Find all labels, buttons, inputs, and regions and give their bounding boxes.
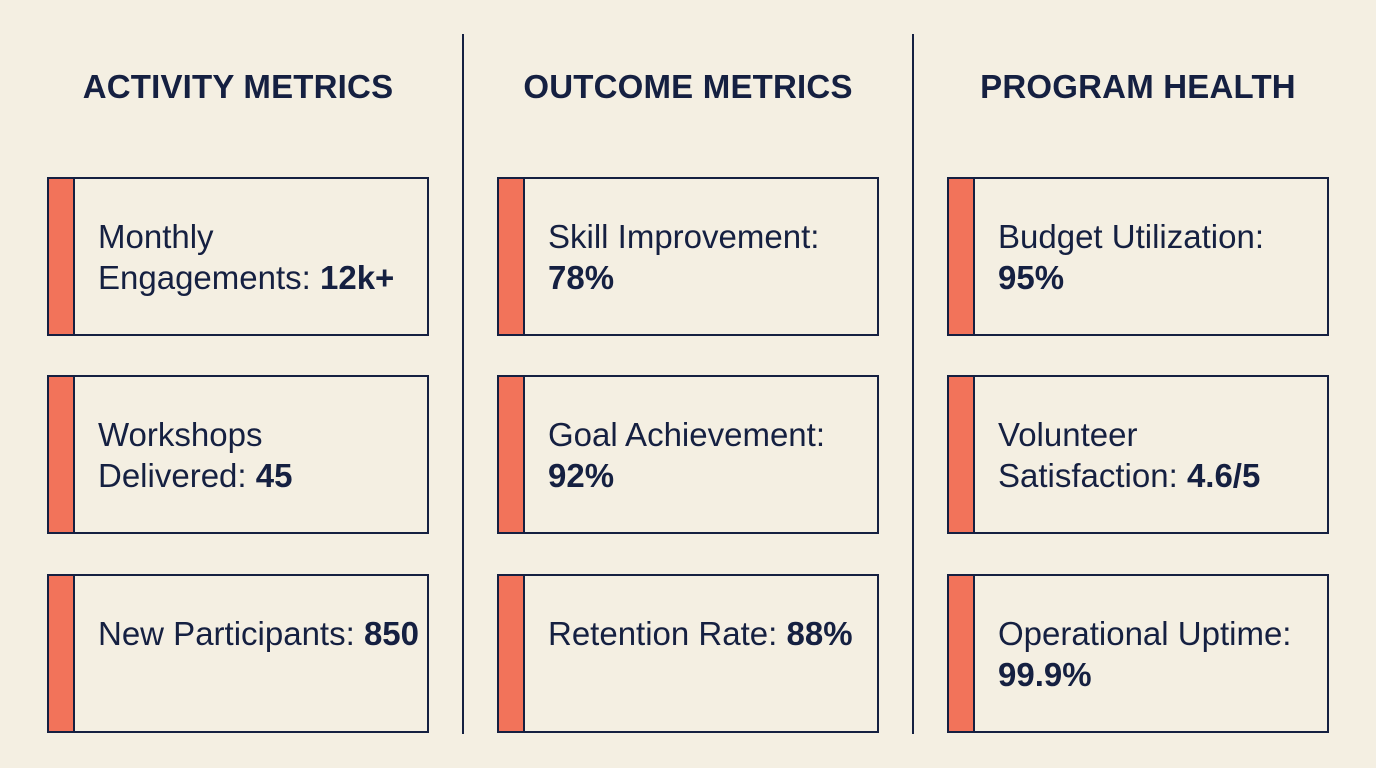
metric-value: 850 xyxy=(363,615,419,652)
metric-card: Operational Uptime: 99.9% xyxy=(947,574,1329,733)
metric-text: Workshops Delivered: 45 xyxy=(98,414,419,496)
metric-text: Retention Rate: 88% xyxy=(548,613,869,654)
metric-text: Monthly Engagements: 12k+ xyxy=(98,216,419,298)
metric-card: New Participants: 850 xyxy=(47,574,429,733)
metric-card: Workshops Delivered: 45 xyxy=(47,375,429,534)
metric-card: Volunteer Satisfaction: 4.6/5 xyxy=(947,375,1329,534)
metric-card: Retention Rate: 88% xyxy=(497,574,879,733)
column-title: ACTIVITY METRICS xyxy=(82,68,394,105)
metric-value: 12k+ xyxy=(319,259,395,296)
metric-label: Skill Improvement: xyxy=(548,218,820,255)
metric-card: Goal Achievement: 92% xyxy=(497,375,879,534)
metric-card: Monthly Engagements: 12k+ xyxy=(47,177,429,336)
metric-text: Operational Uptime: 99.9% xyxy=(998,613,1319,695)
metric-value: 99.9% xyxy=(998,656,1092,693)
metric-text: Budget Utilization: 95% xyxy=(998,216,1319,298)
metric-label: Goal Achievement: xyxy=(548,416,825,453)
metric-label: New Participants: xyxy=(98,615,364,652)
card-accent-bar xyxy=(49,377,75,532)
card-accent-bar xyxy=(949,576,975,731)
metric-value: 4.6/5 xyxy=(1186,457,1261,494)
metric-value: 45 xyxy=(255,457,293,494)
activity-metrics-column: ACTIVITY METRICS Monthly Engagements: 12… xyxy=(47,0,429,768)
program-health-column: PROGRAM HEALTH Budget Utilization: 95% V… xyxy=(947,0,1329,768)
column-divider xyxy=(912,34,914,734)
metric-label: Monthly Engagements: xyxy=(98,218,320,296)
outcome-metrics-column: OUTCOME METRICS Skill Improvement: 78% G… xyxy=(497,0,879,768)
column-title: PROGRAM HEALTH xyxy=(980,68,1296,105)
card-accent-bar xyxy=(499,377,525,532)
card-accent-bar xyxy=(949,179,975,334)
metric-text: New Participants: 850 xyxy=(98,613,419,654)
metric-value: 92% xyxy=(548,457,615,494)
metric-text: Goal Achievement: 92% xyxy=(548,414,869,496)
metric-label: Budget Utilization: xyxy=(998,218,1264,255)
column-title: OUTCOME METRICS xyxy=(523,68,853,105)
metric-label: Volunteer Satisfaction: xyxy=(998,416,1187,494)
metric-card: Budget Utilization: 95% xyxy=(947,177,1329,336)
metric-value: 88% xyxy=(786,615,853,652)
metric-card: Skill Improvement: 78% xyxy=(497,177,879,336)
metric-text: Skill Improvement: 78% xyxy=(548,216,869,298)
metric-label: Workshops Delivered: xyxy=(98,416,263,494)
column-divider xyxy=(462,34,464,734)
metric-label: Operational Uptime: xyxy=(998,615,1292,652)
card-accent-bar xyxy=(499,576,525,731)
metric-label: Retention Rate: xyxy=(548,615,787,652)
metric-text: Volunteer Satisfaction: 4.6/5 xyxy=(998,414,1319,496)
card-accent-bar xyxy=(949,377,975,532)
card-accent-bar xyxy=(499,179,525,334)
metric-value: 95% xyxy=(998,259,1065,296)
card-accent-bar xyxy=(49,576,75,731)
metric-value: 78% xyxy=(548,259,615,296)
card-accent-bar xyxy=(49,179,75,334)
